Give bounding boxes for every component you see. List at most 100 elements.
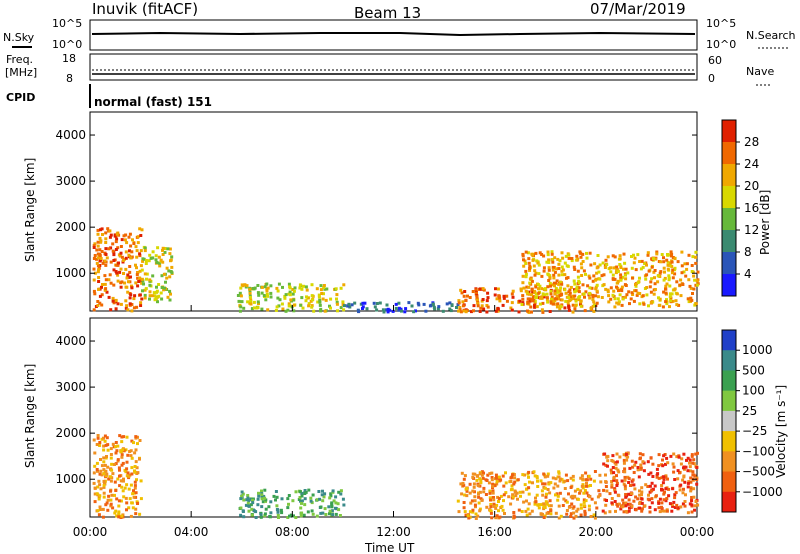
range-cell <box>624 284 628 287</box>
range-cell <box>309 496 313 500</box>
range-cell <box>615 481 619 485</box>
range-cell <box>609 297 613 301</box>
range-cell <box>531 295 535 299</box>
range-cell <box>501 474 505 478</box>
range-cell <box>304 285 308 289</box>
range-cell <box>628 466 632 470</box>
range-cell <box>497 509 500 513</box>
range-cell <box>492 504 496 508</box>
range-cell <box>334 501 338 505</box>
range-cell <box>304 299 308 303</box>
range-cell <box>269 500 273 504</box>
range-cell <box>670 271 674 275</box>
range-cell <box>102 448 106 452</box>
range-cell <box>132 306 136 310</box>
range-cell <box>609 286 613 290</box>
range-cell <box>249 503 253 507</box>
range-cell <box>124 448 128 452</box>
range-cell <box>437 305 441 309</box>
range-cell <box>670 292 674 296</box>
range-cell <box>502 499 505 503</box>
range-cell <box>678 283 682 287</box>
colorbar-segment <box>722 230 736 253</box>
range-cell <box>633 487 637 491</box>
range-cell <box>638 276 641 280</box>
range-cell <box>563 288 567 292</box>
power-cbar-label: Power [dB] <box>758 190 772 255</box>
range-cell <box>537 287 540 291</box>
range-cell <box>554 493 557 497</box>
range-cell <box>592 274 596 278</box>
range-cell <box>322 284 326 287</box>
range-cell <box>109 246 113 250</box>
range-cell <box>95 492 99 496</box>
range-cell <box>531 481 534 485</box>
range-cell <box>673 496 677 500</box>
range-cell <box>601 509 605 513</box>
range-cell <box>448 307 452 311</box>
range-cell <box>667 487 671 491</box>
range-cell <box>310 294 314 298</box>
range-cell <box>685 458 688 462</box>
range-cell <box>511 289 515 293</box>
range-cell <box>556 297 560 301</box>
range-cell <box>341 300 345 304</box>
range-cell <box>128 249 131 253</box>
range-cell <box>436 307 440 311</box>
range-cell <box>475 298 479 302</box>
range-cell <box>661 305 665 309</box>
colorbar-segment <box>722 390 736 412</box>
range-cell <box>537 263 541 267</box>
range-cell <box>555 492 559 496</box>
range-cell <box>480 473 484 477</box>
range-cell <box>640 497 644 501</box>
x-tick-label: 20:00 <box>579 525 614 539</box>
range-cell <box>133 469 136 473</box>
range-cell <box>462 506 466 510</box>
range-cell <box>511 473 514 477</box>
range-cell <box>599 480 603 484</box>
range-cell <box>103 434 107 438</box>
range-cell <box>130 472 134 476</box>
range-cell <box>690 496 694 499</box>
range-cell <box>111 472 115 476</box>
range-cell <box>566 284 570 288</box>
range-cell <box>134 263 137 267</box>
range-cell <box>509 480 513 483</box>
range-cell <box>240 494 244 498</box>
range-cell <box>96 240 100 244</box>
range-cell <box>567 294 571 297</box>
range-cell <box>584 471 588 475</box>
range-cell <box>575 254 579 258</box>
range-cell <box>693 504 697 508</box>
range-cell <box>161 246 165 250</box>
range-cell <box>143 272 147 276</box>
range-cell <box>263 512 267 516</box>
range-cell <box>610 485 614 489</box>
range-cell <box>687 278 691 282</box>
range-cell <box>688 465 692 469</box>
range-cell <box>468 482 472 486</box>
range-cell <box>107 295 111 299</box>
range-cell <box>524 269 528 273</box>
range-cell <box>260 285 264 289</box>
range-cell <box>681 502 685 506</box>
range-cell <box>329 492 333 496</box>
range-cell <box>692 287 696 291</box>
range-cell <box>615 474 618 478</box>
range-cell <box>591 279 595 283</box>
range-cell <box>669 250 673 254</box>
range-cell <box>617 300 621 304</box>
range-cell <box>546 300 550 304</box>
range-cell <box>502 296 506 300</box>
range-cell <box>616 279 620 283</box>
date-title: 07/Mar/2019 <box>590 0 686 18</box>
range-cell <box>576 269 580 273</box>
range-cell <box>631 478 635 482</box>
range-cell <box>124 233 128 237</box>
range-cell <box>679 294 683 298</box>
range-cell <box>476 474 480 478</box>
range-cell <box>128 302 132 306</box>
range-cell <box>281 285 284 289</box>
range-cell <box>691 292 694 295</box>
